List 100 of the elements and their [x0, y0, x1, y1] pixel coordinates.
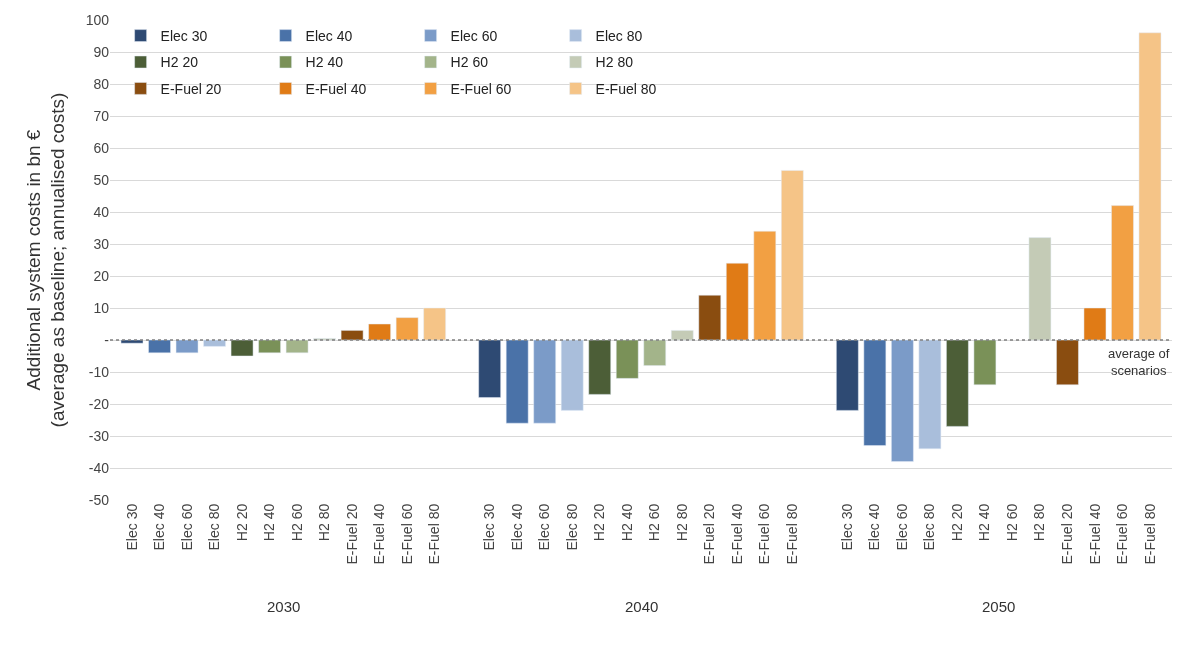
text: Elec 30 [838, 503, 855, 551]
text: H2 40 [261, 503, 278, 542]
text: Elec 60 [536, 503, 553, 551]
bar [698, 294, 722, 341]
y-tick-label: 90 [93, 43, 110, 60]
bar [671, 330, 694, 341]
text: H2 20 [591, 503, 608, 542]
legend-label: Elec 80 [595, 28, 643, 45]
text: Elec 40 [151, 503, 168, 551]
text: E-Fuel 20 [701, 503, 718, 565]
legend-label: H2 80 [595, 54, 634, 71]
ref-line-label: average of scenarios [1108, 346, 1170, 378]
bar [340, 330, 364, 341]
legend-label: H2 40 [305, 54, 344, 71]
text: H2 60 [288, 503, 305, 542]
bar [368, 323, 391, 341]
legend-label: E-Fuel 20 [160, 80, 222, 97]
text: E-Fuel 60 [398, 503, 415, 565]
legend-label: E-Fuel 80 [595, 80, 657, 97]
y-tick-label: -30 [88, 427, 110, 444]
text: E-Fuel 40 [1086, 503, 1103, 565]
text: Elec 80 [563, 503, 580, 551]
y-tick-label: 80 [93, 75, 110, 92]
x-tick-label: 2030 [267, 598, 301, 615]
legend-label: E-Fuel 60 [450, 80, 512, 97]
bar [891, 339, 914, 462]
text: E-Fuel 20 [1059, 503, 1075, 565]
text: E-Fuel 60 [756, 503, 773, 565]
text: H2 80 [316, 503, 333, 542]
text: E-Fuel 80 [1141, 503, 1158, 565]
legend-label: Elec 40 [305, 28, 353, 45]
legend-label: H2 60 [450, 54, 489, 71]
y-tick-label: 60 [93, 139, 110, 156]
legend-label: E-Fuel 40 [305, 80, 367, 97]
y-tick-label: -50 [88, 491, 110, 508]
bar [258, 339, 281, 354]
legend-label: H2 20 [160, 54, 199, 71]
bar [1056, 339, 1079, 386]
bar [836, 339, 859, 411]
bar [753, 230, 777, 341]
y-tick-label: 10 [93, 299, 110, 316]
text: Elec 60 [893, 503, 910, 551]
bar [946, 339, 969, 427]
text: Elec 60 [178, 503, 195, 551]
bar [203, 339, 226, 347]
bar [533, 339, 556, 424]
text: H2 60 [646, 503, 663, 542]
bar [863, 339, 887, 446]
text: H2 80 [1031, 503, 1048, 542]
text: Elec 80 [206, 503, 223, 551]
bar [478, 339, 501, 398]
legend-label: Elec 30 [160, 28, 208, 45]
y-tick-label: 40 [93, 203, 110, 220]
x-tick-label: 2050 [982, 598, 1016, 615]
text: E-Fuel 20 [343, 503, 360, 565]
text: E-Fuel 40 [728, 503, 745, 565]
bar [560, 339, 584, 411]
bar [1083, 307, 1107, 341]
text: Elec 30 [481, 503, 498, 551]
bar [395, 317, 419, 341]
text: H2 20 [948, 503, 965, 542]
bar [781, 170, 804, 341]
legend-label: Elec 60 [450, 28, 498, 45]
bar [505, 339, 529, 424]
y-tick-label: -10 [88, 363, 110, 380]
text: Elec 40 [866, 503, 883, 551]
y-tick-label: 50 [93, 171, 110, 188]
text: H2 60 [1003, 503, 1020, 542]
bar [175, 339, 199, 354]
x-tick-label: 2040 [625, 598, 659, 615]
bar [973, 339, 997, 386]
text: E-Fuel 80 [426, 503, 443, 565]
bar [285, 339, 309, 354]
text: H2 40 [976, 503, 993, 542]
bar [1138, 32, 1162, 341]
y-tick-label: -20 [88, 395, 110, 412]
bar [615, 339, 639, 379]
bar [643, 339, 667, 366]
text: E-Fuel 80 [783, 503, 800, 565]
bar [423, 307, 446, 341]
text: H2 20 [233, 503, 250, 542]
text: Elec 30 [123, 503, 140, 551]
bar [918, 339, 942, 450]
text: H2 80 [673, 503, 690, 542]
bar [726, 262, 749, 341]
y-tick-label: - [104, 331, 110, 348]
y-tick-label: -40 [88, 459, 110, 476]
bar [1111, 205, 1134, 341]
bar [588, 339, 611, 395]
text: E-Fuel 60 [1114, 503, 1131, 565]
bar [1028, 237, 1052, 341]
y-tick-label: 100 [85, 11, 110, 28]
text: E-Fuel 40 [371, 503, 388, 565]
bar [148, 339, 171, 354]
y-tick-label: 20 [93, 267, 110, 284]
text: H2 40 [618, 503, 635, 542]
text: Elec 80 [921, 503, 938, 551]
bar [230, 339, 254, 357]
y-tick-label: 30 [93, 235, 110, 252]
y-axis-title: Additional system costs in bn € (average as baseline; annualised costs) [22, 92, 69, 428]
